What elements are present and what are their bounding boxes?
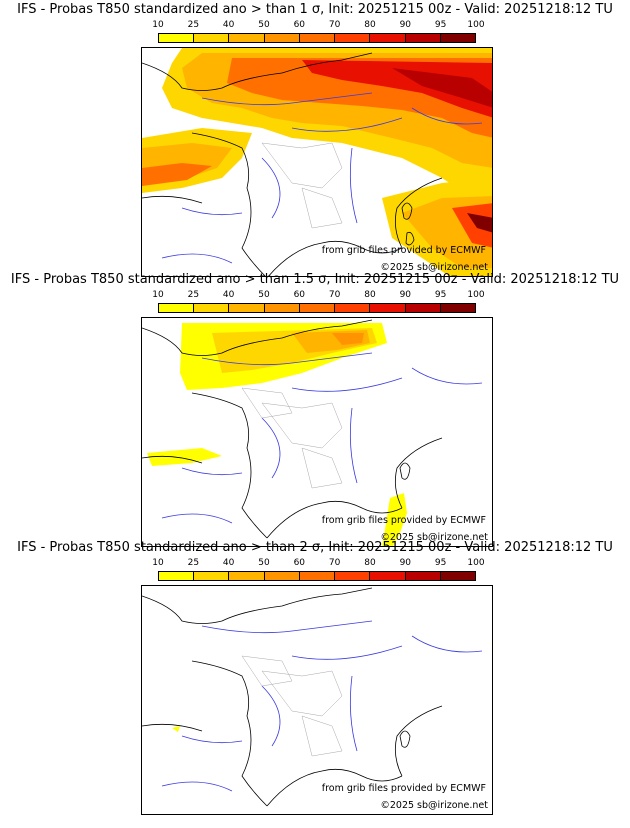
colorbar-segment: [299, 572, 336, 580]
colorbar-tick: 100: [467, 290, 485, 300]
colorbar-segment: [335, 304, 371, 312]
probability-shading: [142, 48, 492, 276]
colorbar-ticks: 10 25 40 50 60 70 80 90 95 100: [152, 558, 484, 570]
colorbar-segment: [335, 572, 371, 580]
rivers: [161, 352, 483, 524]
colorbar: [158, 33, 476, 43]
panel-title: IFS - Probas T850 standardized ano > tha…: [10, 272, 620, 287]
credit-grib: from grib files provided by ECMWF: [321, 783, 486, 794]
coastlines: [142, 319, 443, 539]
colorbar-segment: [229, 572, 265, 580]
map-canvas: [142, 319, 483, 546]
admin-borders: [261, 142, 343, 229]
probability-shading: [172, 726, 180, 732]
colorbar-tick: 70: [328, 20, 341, 30]
probability-map: from grib files provided by ECMWF ©2025 …: [141, 47, 493, 277]
colorbar-segment: [440, 34, 475, 42]
panel-title: IFS - Probas T850 standardized ano > tha…: [17, 2, 613, 17]
colorbar-tick: 90: [399, 558, 412, 568]
colorbar-tick: 25: [187, 558, 200, 568]
map-panel-2sigma: IFS - Probas T850 standardized ano > tha…: [0, 538, 630, 815]
colorbar-segment: [405, 34, 441, 42]
colorbar-segment: [229, 304, 265, 312]
colorbar-segment: [264, 304, 300, 312]
colorbar-tick: 25: [187, 290, 200, 300]
credit-copyright: ©2025 sb@irizone.net: [380, 262, 488, 273]
probability-map: from grib files provided by ECMWF ©2025 …: [141, 317, 493, 547]
colorbar-tick: 40: [222, 20, 235, 30]
colorbar-tick: 60: [293, 290, 306, 300]
colorbar-tick: 50: [258, 558, 270, 568]
map-panel-1-5sigma: IFS - Probas T850 standardized ano > tha…: [0, 270, 630, 547]
colorbar-tick: 60: [293, 20, 306, 30]
credit-grib: from grib files provided by ECMWF: [321, 515, 486, 526]
colorbar-tick: 80: [364, 290, 376, 300]
colorbar-segment: [264, 572, 300, 580]
colorbar-tick: 95: [434, 558, 447, 568]
colorbar-segment: [440, 572, 475, 580]
coastlines: [142, 587, 443, 807]
colorbar-segment: [405, 304, 441, 312]
colorbar-tick: 80: [364, 558, 376, 568]
colorbar-tick: 70: [328, 558, 341, 568]
coastlines: [142, 52, 443, 276]
colorbar-tick: 95: [434, 20, 447, 30]
probability-shading: [147, 323, 407, 546]
colorbar-segment: [405, 572, 441, 580]
colorbar-segment: [370, 572, 406, 580]
colorbar-segment: [194, 572, 230, 580]
colorbar-tick: 10: [152, 20, 164, 30]
colorbar-tick: 10: [152, 290, 164, 300]
probability-map: from grib files provided by ECMWF ©2025 …: [141, 585, 493, 815]
colorbar-segment: [335, 34, 371, 42]
map-panel-1sigma: IFS - Probas T850 standardized ano > tha…: [0, 0, 630, 277]
colorbar-segment: [229, 34, 265, 42]
colorbar-segment: [194, 304, 230, 312]
colorbar: [158, 303, 476, 313]
map-canvas: [142, 48, 492, 276]
colorbar-ticks: 10 25 40 50 60 70 80 90 95 100: [152, 20, 484, 32]
colorbar-segment: [370, 34, 406, 42]
rivers: [161, 92, 483, 264]
map-canvas: [142, 587, 483, 807]
colorbar-tick: 100: [467, 20, 485, 30]
admin-borders: [241, 655, 343, 757]
colorbar-tick: 40: [222, 290, 235, 300]
admin-borders: [241, 387, 343, 489]
colorbar-segment: [159, 34, 195, 42]
credit-grib: from grib files provided by ECMWF: [321, 245, 486, 256]
colorbar-segment: [159, 304, 195, 312]
colorbar-tick: 90: [399, 290, 412, 300]
colorbar-segment: [194, 34, 230, 42]
colorbar-tick: 50: [258, 290, 270, 300]
colorbar-tick: 25: [187, 20, 200, 30]
colorbar-tick: 70: [328, 290, 341, 300]
colorbar-tick: 40: [222, 558, 235, 568]
colorbar-tick: 50: [258, 20, 270, 30]
credit-copyright: ©2025 sb@irizone.net: [380, 800, 488, 811]
colorbar-segment: [299, 304, 336, 312]
colorbar-segment: [159, 572, 195, 580]
panel-title: IFS - Probas T850 standardized ano > tha…: [17, 540, 613, 555]
colorbar-segment: [440, 304, 475, 312]
colorbar-tick: 100: [467, 558, 485, 568]
colorbar-ticks: 10 25 40 50 60 70 80 90 95 100: [152, 290, 484, 302]
colorbar-tick: 95: [434, 290, 447, 300]
colorbar: [158, 571, 476, 581]
colorbar-tick: 60: [293, 558, 306, 568]
colorbar-tick: 10: [152, 558, 164, 568]
colorbar-segment: [264, 34, 300, 42]
rivers: [161, 620, 483, 792]
colorbar-segment: [299, 34, 336, 42]
colorbar-segment: [370, 304, 406, 312]
credit-copyright: ©2025 sb@irizone.net: [380, 532, 488, 543]
colorbar-tick: 80: [364, 20, 376, 30]
colorbar-tick: 90: [399, 20, 412, 30]
